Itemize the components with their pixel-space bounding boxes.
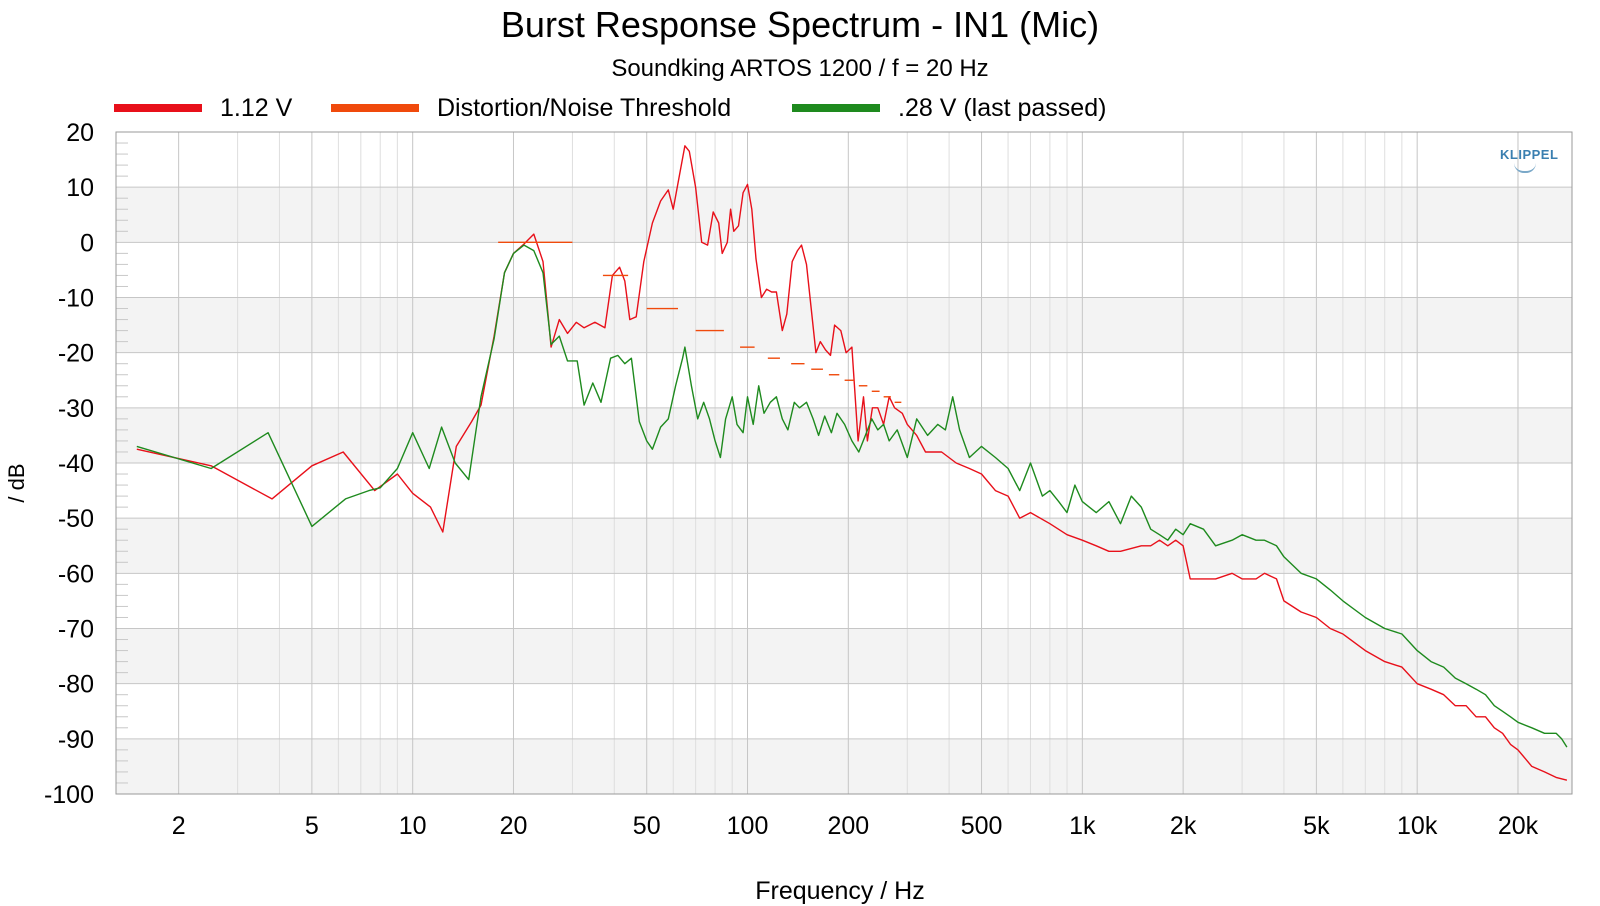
y-tick-label: -30 [58, 395, 94, 423]
plot-band [116, 187, 1572, 243]
y-tick-label: -10 [58, 285, 94, 313]
legend-swatch-series-2 [331, 104, 419, 112]
y-axis-label: / dB [4, 463, 29, 503]
y-tick-label: -40 [58, 450, 94, 478]
legend-label-series-1: 1.12 V [220, 94, 293, 122]
chart-title: Burst Response Spectrum - IN1 (Mic) [500, 4, 1100, 45]
x-tick-label: 100 [727, 812, 769, 840]
x-tick-label: 10k [1397, 812, 1438, 840]
y-tick-label: -20 [58, 340, 94, 368]
y-tick-label: -60 [58, 560, 94, 588]
x-axis-label: Frequency / Hz [755, 877, 925, 905]
x-tick-label: 2 [172, 812, 186, 840]
plot-band [116, 518, 1572, 574]
legend-item-series-2: Distortion/Noise Threshold [331, 93, 731, 123]
legend-swatch-series-3 [792, 104, 880, 112]
y-tick-label: -90 [58, 726, 94, 754]
x-tick-label: 1k [1069, 812, 1096, 840]
y-tick-label: -70 [58, 616, 94, 644]
x-tick-label: 200 [827, 812, 869, 840]
y-tick-label: 10 [66, 174, 94, 202]
x-tick-label: 20 [500, 812, 528, 840]
plot-band [116, 738, 1572, 794]
y-tick-label: -50 [58, 505, 94, 533]
x-tick-label: 5k [1303, 812, 1330, 840]
x-tick-label: 2k [1170, 812, 1197, 840]
x-tick-label: 5 [305, 812, 319, 840]
chart-subtitle: Soundking ARTOS 1200 / f = 20 Hz [611, 55, 989, 82]
series-line-1 [136, 145, 1568, 781]
klippel-logo-arc [1514, 163, 1536, 173]
plot-band [116, 628, 1572, 684]
legend-item-series-3: .28 V (last passed) [792, 93, 1106, 123]
y-tick-label: 0 [80, 229, 94, 257]
x-tick-label: 50 [633, 812, 661, 840]
y-tick-label: 20 [66, 119, 94, 147]
klippel-logo: KLIPPEL [1500, 147, 1559, 162]
plot-band [116, 407, 1572, 463]
series-line-3 [136, 244, 1568, 748]
plot-frame [115, 131, 1573, 795]
legend: 1.12 V Distortion/Noise Threshold .28 V … [0, 93, 1600, 123]
legend-label-series-2: Distortion/Noise Threshold [437, 94, 732, 122]
y-tick-label: -100 [44, 781, 94, 809]
x-tick-label: 10 [399, 812, 427, 840]
legend-swatch-series-1 [114, 104, 202, 112]
legend-item-series-1: 1.12 V [114, 93, 292, 123]
y-tick-label: -80 [58, 671, 94, 699]
x-tick-label: 20k [1498, 812, 1539, 840]
x-tick-label: 500 [961, 812, 1003, 840]
legend-label-series-3: .28 V (last passed) [898, 94, 1107, 122]
